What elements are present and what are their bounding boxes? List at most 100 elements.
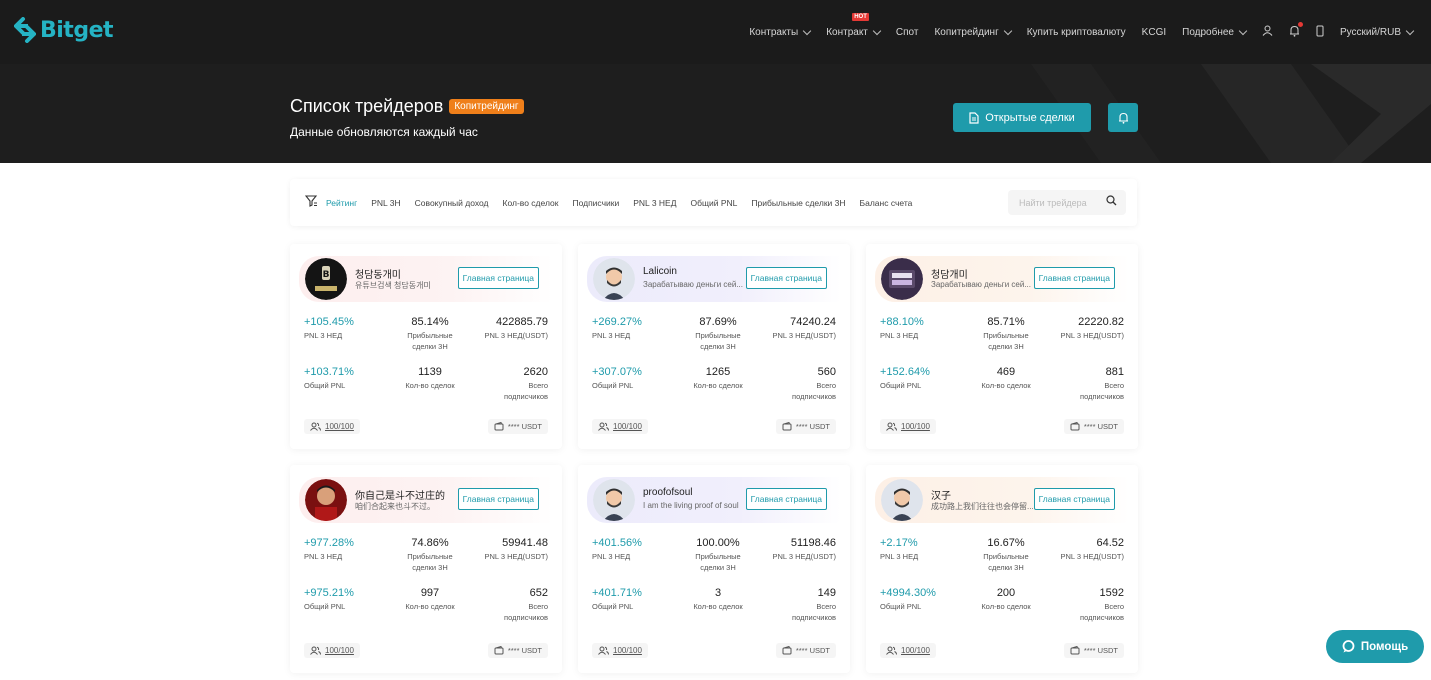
copier-capacity: 100/100 — [304, 419, 360, 434]
stat-pnl-3w: +105.45% PNL 3 НЕД — [304, 316, 354, 340]
sort-filter-icon[interactable] — [304, 195, 318, 210]
nav-item-contracts[interactable]: Контракты — [749, 26, 812, 38]
copier-capacity: 100/100 — [880, 643, 936, 658]
trader-card[interactable]: B 청담동개미 유튜브검색 청담동개미 Главная страница +10… — [290, 244, 562, 449]
trader-description: 유튜브검색 청담동개미 — [355, 281, 431, 290]
stat-subscribers: 149 Всего подписчиков — [792, 587, 836, 622]
sort-tab[interactable]: Кол-во сделок — [502, 197, 559, 208]
stat-pnl-3w: +2.17% PNL 3 НЕД — [880, 537, 919, 561]
chat-bubble-icon — [1342, 640, 1355, 653]
avatar[interactable] — [881, 258, 923, 300]
sort-tabs: Рейтинг PNL 3Н Совокупный доход Кол-во сдел… — [326, 198, 912, 208]
trader-name[interactable]: Lalicoin — [643, 266, 677, 277]
user-icon[interactable] — [1262, 25, 1273, 39]
stat-pnl-usdt: 59941.48 PNL 3 НЕД(USDT) — [484, 537, 548, 561]
trader-name[interactable]: 汉子 — [931, 491, 951, 502]
avatar[interactable] — [881, 479, 923, 521]
sort-tab[interactable]: Рейтинг — [326, 197, 358, 208]
users-icon — [886, 422, 897, 431]
nav-item-contract[interactable]: Контракт HOT — [826, 12, 882, 38]
stat-trade-count: 1265 Кол-во сделок — [693, 366, 743, 390]
sort-tab[interactable]: PNL 3 НЕД — [633, 197, 677, 208]
users-icon — [310, 646, 321, 655]
homepage-button[interactable]: Главная страница — [457, 488, 539, 510]
stat-subscribers: 560 Всего подписчиков — [792, 366, 836, 401]
sort-tab[interactable]: PNL 3Н — [371, 197, 401, 208]
homepage-button[interactable]: Главная страница — [1033, 488, 1115, 510]
users-icon — [886, 646, 897, 655]
homepage-button[interactable]: Главная страница — [457, 267, 539, 289]
trader-card-header: 汉子 成功路上我们往往也会停留... Главная страница — [875, 477, 1129, 523]
wallet-icon — [494, 646, 504, 655]
trader-name[interactable]: proofofsoul — [643, 487, 693, 498]
bell-icon[interactable] — [1289, 21, 1303, 40]
wallet-icon — [782, 646, 792, 655]
trader-card[interactable]: 청담개미 Зарабатываю деньги сей... Главная с… — [866, 244, 1138, 449]
top-navbar: Bitget Контракты Контракт HOT Спот Копитр… — [0, 0, 1431, 64]
sort-tab[interactable]: Совокупный доход — [414, 197, 489, 208]
trader-card[interactable]: Lalicoin Зарабатываю деньги сей... Главн… — [578, 244, 850, 449]
bell-icon — [1118, 112, 1128, 124]
locale-selector[interactable]: Русский/RUB — [1340, 26, 1415, 38]
help-button[interactable]: Помощь — [1326, 630, 1424, 663]
notification-dot — [1298, 21, 1303, 27]
stat-total-pnl: +307.07% Общий PNL — [592, 366, 642, 390]
mobile-icon[interactable] — [1316, 25, 1324, 40]
trader-card-header: proofofsoul I am the living proof of sou… — [587, 477, 841, 523]
stat-pnl-usdt: 22220.82 PNL 3 НЕД(USDT) — [1060, 316, 1124, 340]
brand-name: Bitget — [40, 17, 114, 43]
hot-badge: HOT — [852, 12, 869, 21]
stat-total-pnl: +4994.30% Общий PNL — [880, 587, 936, 611]
trader-name[interactable]: 你自己是斗不过庄的 — [355, 491, 445, 502]
trader-card-header: 청담개미 Зарабатываю деньги сей... Главная с… — [875, 256, 1129, 302]
nav-item-kcgi[interactable]: KCGI — [1141, 26, 1167, 38]
page-banner: Список трейдеров Копитрейдинг Данные обн… — [0, 64, 1431, 163]
avatar[interactable] — [593, 479, 635, 521]
open-trades-button[interactable]: Открытые сделки — [953, 103, 1091, 132]
stat-pnl-3w: +269.27% PNL 3 НЕД — [592, 316, 642, 340]
chevron-down-icon — [1238, 26, 1248, 35]
trader-description: 成功路上我们往往也会停留... — [931, 502, 1034, 511]
svg-text:B: B — [323, 270, 330, 280]
account-balance: **** USDT — [487, 419, 548, 434]
document-icon — [969, 111, 979, 124]
sort-tab[interactable]: Прибыльные сделки 3Н — [751, 197, 846, 208]
copytrading-tag: Копитрейдинг — [449, 99, 524, 114]
nav-item-copytrading[interactable]: Копитрейдинг — [934, 26, 1012, 38]
trader-description: I am the living proof of soul — [643, 501, 739, 510]
nav-item-buy-crypto[interactable]: Купить криптовалюту — [1026, 26, 1126, 38]
trader-search-input[interactable]: Найти трейдера — [1008, 190, 1126, 215]
sort-tab[interactable]: Баланс счета — [859, 197, 913, 208]
nav-item-spot[interactable]: Спот — [895, 26, 919, 38]
stat-pnl-3w: +977.28% PNL 3 НЕД — [304, 537, 354, 561]
stat-win-rate: 74.86% Прибыльные сделки 3Н — [407, 537, 453, 572]
sort-tab[interactable]: Общий PNL — [690, 197, 738, 208]
stat-pnl-usdt: 422885.79 PNL 3 НЕД(USDT) — [484, 316, 548, 340]
avatar[interactable]: B — [305, 258, 347, 300]
avatar[interactable] — [305, 479, 347, 521]
trader-name[interactable]: 청담개미 — [931, 270, 968, 281]
wallet-icon — [1070, 646, 1080, 655]
sort-tab[interactable]: Подписчики — [572, 197, 620, 208]
search-icon[interactable] — [1106, 195, 1117, 209]
homepage-button[interactable]: Главная страница — [745, 267, 827, 289]
trader-card-header: 你自己是斗不过庄的 咱们合起来也斗不过。 Главная страница — [299, 477, 553, 523]
stat-win-rate: 87.69% Прибыльные сделки 3Н — [695, 316, 741, 351]
stat-win-rate: 85.71% Прибыльные сделки 3Н — [983, 316, 1029, 351]
trader-card[interactable]: 你自己是斗不过庄的 咱们合起来也斗不过。 Главная страница +9… — [290, 465, 562, 673]
homepage-button[interactable]: Главная страница — [745, 488, 827, 510]
trader-card[interactable]: proofofsoul I am the living proof of sou… — [578, 465, 850, 673]
trader-name[interactable]: 청담동개미 — [355, 270, 401, 281]
stat-win-rate: 85.14% Прибыльные сделки 3Н — [407, 316, 453, 351]
trader-description: Зарабатываю деньги сей... — [643, 280, 743, 289]
nav-item-more[interactable]: Подробнее — [1182, 26, 1248, 38]
stat-total-pnl: +103.71% Общий PNL — [304, 366, 354, 390]
homepage-button[interactable]: Главная страница — [1033, 267, 1115, 289]
trader-card[interactable]: 汉子 成功路上我们往往也会停留... Главная страница +2.1… — [866, 465, 1138, 673]
account-balance: **** USDT — [1063, 419, 1124, 434]
bitget-logo[interactable]: Bitget — [14, 17, 114, 43]
stat-pnl-3w: +401.56% PNL 3 НЕД — [592, 537, 642, 561]
avatar[interactable] — [593, 258, 635, 300]
subscribe-bell-button[interactable] — [1108, 103, 1138, 132]
stat-total-pnl: +401.71% Общий PNL — [592, 587, 642, 611]
